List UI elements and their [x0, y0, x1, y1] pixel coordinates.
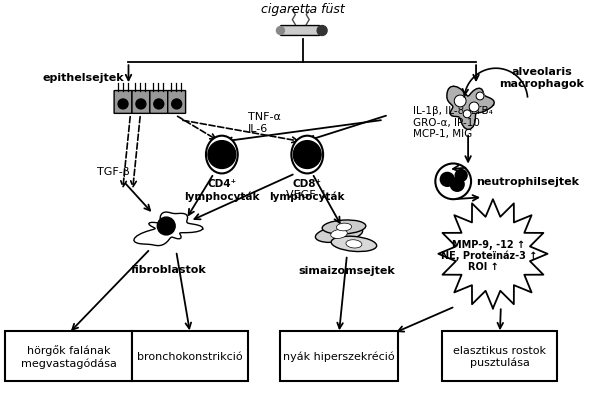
Ellipse shape [331, 230, 347, 239]
Text: CD4⁺
lymphocyták: CD4⁺ lymphocyták [184, 179, 259, 201]
Text: NE, Proteïnáz-3 ↑: NE, Proteïnáz-3 ↑ [441, 250, 537, 261]
Text: elasztikus rostok
pusztulása: elasztikus rostok pusztulása [453, 345, 546, 367]
Text: simaizomsejtek: simaizomsejtek [298, 265, 395, 275]
FancyBboxPatch shape [167, 91, 186, 114]
Ellipse shape [315, 226, 362, 243]
Circle shape [463, 110, 471, 119]
FancyBboxPatch shape [150, 91, 167, 114]
Ellipse shape [336, 224, 351, 231]
Text: alveolaris
macrophagok: alveolaris macrophagok [499, 67, 584, 89]
Circle shape [154, 100, 164, 110]
Circle shape [172, 100, 181, 110]
Text: TGF-β: TGF-β [97, 167, 130, 177]
Ellipse shape [346, 240, 362, 248]
Circle shape [440, 173, 454, 187]
Polygon shape [134, 213, 203, 246]
Text: cigaretta füst: cigaretta füst [261, 3, 345, 16]
FancyBboxPatch shape [5, 331, 133, 381]
Text: VEGF ↓: VEGF ↓ [286, 190, 328, 200]
Circle shape [455, 170, 467, 182]
FancyBboxPatch shape [114, 91, 132, 114]
Circle shape [476, 93, 484, 101]
Text: ROI ↑: ROI ↑ [468, 261, 498, 271]
FancyBboxPatch shape [133, 331, 248, 381]
Text: fibroblastok: fibroblastok [130, 264, 206, 274]
Circle shape [208, 142, 236, 169]
Circle shape [317, 27, 327, 36]
Text: TNF-α
IL-6: TNF-α IL-6 [248, 112, 281, 133]
Text: neutrophilsejtek: neutrophilsejtek [476, 177, 579, 187]
Circle shape [157, 218, 175, 235]
FancyBboxPatch shape [280, 331, 398, 381]
Circle shape [136, 100, 146, 110]
Text: epithelsejtek: epithelsejtek [43, 73, 125, 83]
Circle shape [294, 142, 321, 169]
Circle shape [118, 100, 128, 110]
Circle shape [454, 96, 466, 108]
Text: hörgők falának
megvastagódása: hörgők falának megvastagódása [21, 344, 117, 368]
Text: IL-1β, IL-8, LTB₄
GRO-α, IP-10
MCP-1, MIG: IL-1β, IL-8, LTB₄ GRO-α, IP-10 MCP-1, MI… [414, 106, 493, 139]
Text: bronchokonstrikció: bronchokonstrikció [137, 351, 243, 361]
Text: CD8⁺
lymphocyták: CD8⁺ lymphocyták [270, 179, 345, 201]
Text: nyák hiperszekréció: nyák hiperszekréció [283, 351, 395, 362]
Ellipse shape [206, 136, 238, 174]
Circle shape [276, 27, 284, 36]
FancyBboxPatch shape [442, 331, 557, 381]
Text: MMP-9, -12 ↑: MMP-9, -12 ↑ [452, 239, 526, 249]
Circle shape [469, 103, 479, 112]
Ellipse shape [291, 136, 323, 174]
Ellipse shape [331, 237, 377, 252]
Circle shape [435, 164, 471, 200]
FancyBboxPatch shape [132, 91, 150, 114]
Circle shape [450, 178, 464, 192]
FancyBboxPatch shape [280, 27, 320, 36]
Polygon shape [438, 200, 547, 309]
Ellipse shape [322, 220, 366, 234]
Polygon shape [447, 87, 495, 130]
